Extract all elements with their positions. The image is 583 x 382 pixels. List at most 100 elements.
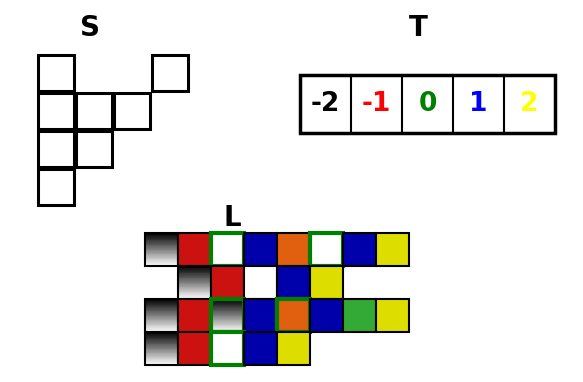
- Bar: [145, 264, 178, 265]
- Bar: [178, 282, 211, 283]
- Bar: [145, 359, 178, 361]
- Bar: [211, 299, 244, 300]
- Bar: [145, 342, 178, 343]
- Bar: [145, 234, 178, 235]
- Bar: [145, 261, 178, 262]
- Bar: [145, 311, 178, 313]
- Bar: [145, 343, 178, 344]
- Bar: [300, 75, 555, 133]
- Bar: [145, 346, 178, 347]
- Bar: [145, 325, 178, 326]
- Bar: [145, 320, 178, 322]
- Bar: [145, 260, 178, 262]
- Bar: [211, 323, 244, 324]
- Bar: [178, 287, 211, 289]
- Bar: [145, 309, 178, 310]
- Bar: [178, 288, 211, 290]
- Bar: [145, 321, 178, 323]
- Bar: [145, 330, 178, 331]
- Bar: [211, 317, 244, 319]
- Bar: [211, 304, 244, 305]
- Bar: [145, 358, 178, 360]
- Bar: [145, 254, 178, 255]
- Bar: [178, 275, 211, 277]
- Bar: [145, 353, 178, 355]
- Bar: [145, 345, 178, 346]
- Bar: [178, 332, 211, 365]
- Bar: [211, 303, 244, 304]
- Bar: [211, 301, 244, 302]
- Bar: [145, 362, 178, 363]
- Bar: [211, 306, 244, 307]
- Bar: [145, 306, 178, 307]
- Bar: [145, 363, 178, 364]
- Bar: [178, 272, 211, 273]
- Bar: [211, 325, 244, 326]
- Bar: [145, 235, 178, 236]
- Bar: [145, 247, 178, 248]
- Bar: [145, 248, 178, 249]
- Bar: [178, 274, 211, 275]
- Bar: [145, 299, 178, 332]
- Bar: [211, 316, 244, 318]
- Bar: [145, 243, 178, 244]
- Bar: [145, 316, 178, 318]
- Bar: [277, 332, 310, 365]
- Text: L: L: [223, 204, 241, 232]
- Bar: [145, 252, 178, 253]
- Bar: [145, 352, 178, 353]
- Bar: [211, 266, 244, 299]
- Bar: [38, 93, 74, 129]
- Bar: [178, 294, 211, 295]
- Bar: [211, 233, 244, 266]
- Text: -2: -2: [311, 91, 340, 117]
- Bar: [178, 281, 211, 282]
- Bar: [211, 311, 244, 313]
- Bar: [145, 356, 178, 357]
- Bar: [145, 299, 178, 300]
- Bar: [178, 279, 211, 280]
- Bar: [145, 245, 178, 247]
- Bar: [178, 277, 211, 278]
- Bar: [211, 329, 244, 330]
- Bar: [145, 264, 178, 265]
- Bar: [145, 305, 178, 306]
- Bar: [211, 321, 244, 323]
- Bar: [145, 363, 178, 365]
- Bar: [145, 313, 178, 314]
- Bar: [211, 307, 244, 309]
- Bar: [211, 328, 244, 329]
- Bar: [145, 318, 178, 319]
- Bar: [211, 305, 244, 306]
- Bar: [178, 295, 211, 296]
- Bar: [38, 55, 74, 91]
- Bar: [145, 244, 178, 245]
- Bar: [178, 274, 211, 275]
- Bar: [145, 246, 178, 248]
- Bar: [145, 254, 178, 256]
- Bar: [76, 131, 112, 167]
- Bar: [211, 311, 244, 312]
- Bar: [211, 332, 244, 365]
- Bar: [145, 335, 178, 337]
- Bar: [145, 249, 178, 251]
- Bar: [145, 340, 178, 341]
- Bar: [178, 284, 211, 285]
- Bar: [145, 330, 178, 332]
- Bar: [178, 267, 211, 268]
- Bar: [145, 236, 178, 238]
- Bar: [145, 301, 178, 302]
- Bar: [145, 333, 178, 335]
- Bar: [211, 314, 244, 315]
- Bar: [178, 283, 211, 284]
- Bar: [178, 289, 211, 290]
- Bar: [145, 361, 178, 362]
- Bar: [178, 296, 211, 297]
- Text: S: S: [80, 14, 100, 42]
- Bar: [178, 291, 211, 292]
- Bar: [145, 256, 178, 257]
- Bar: [145, 336, 178, 337]
- Bar: [145, 241, 178, 243]
- Bar: [178, 297, 211, 299]
- Bar: [145, 238, 178, 239]
